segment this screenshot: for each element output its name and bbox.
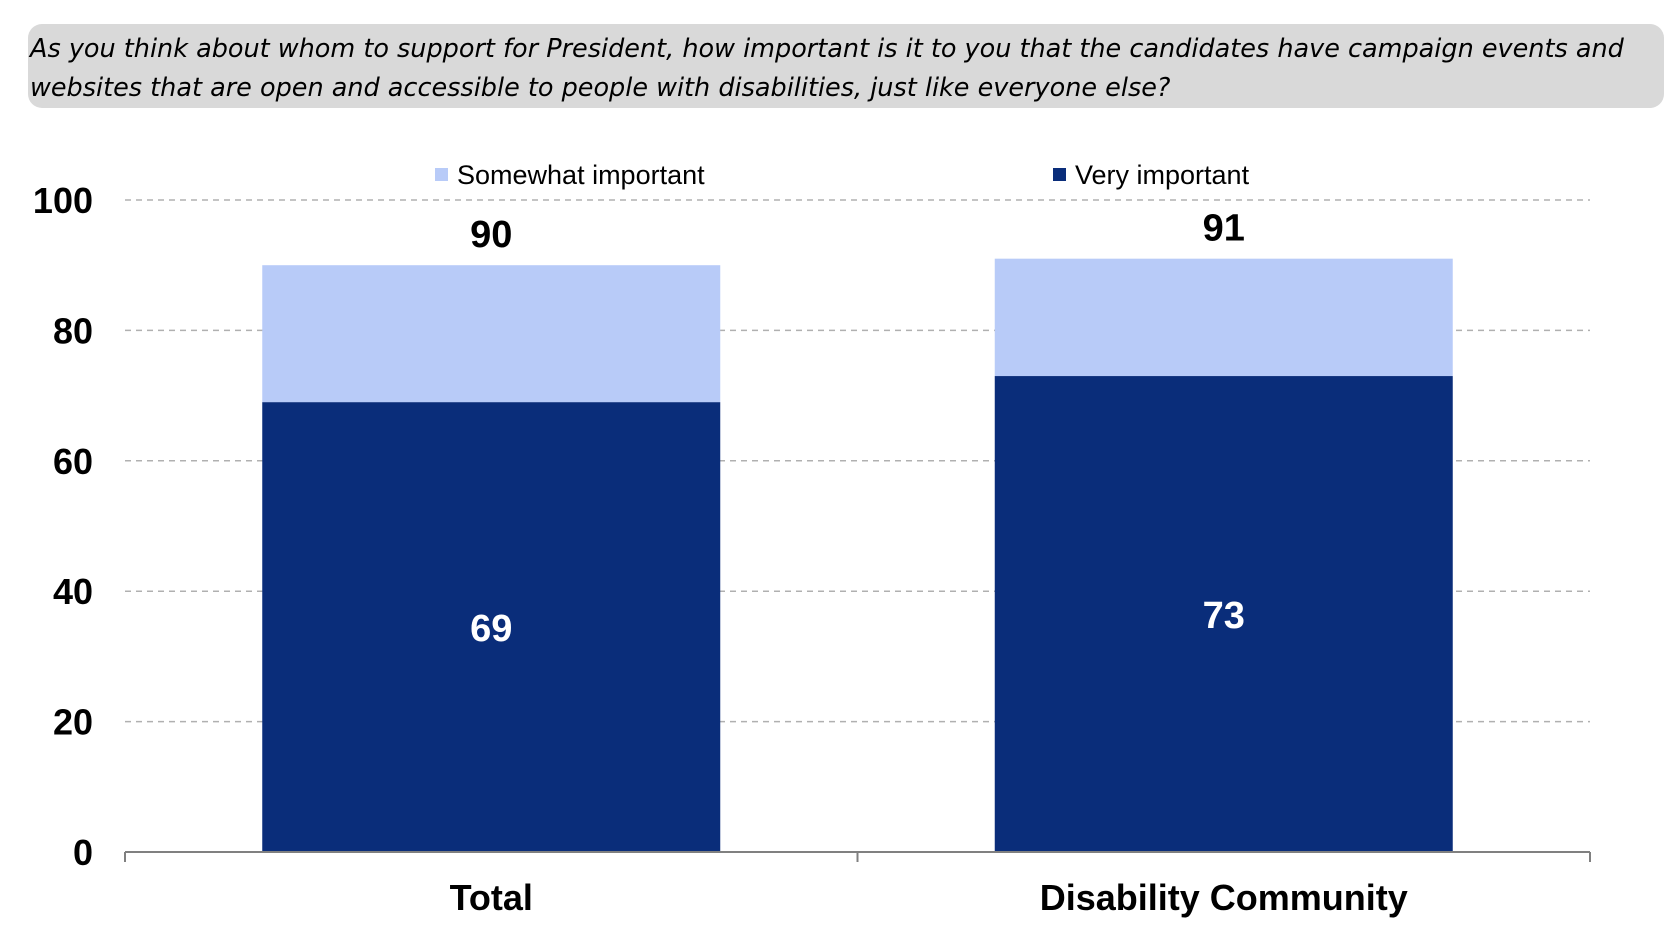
question-box: As you think about whom to support for P… — [28, 24, 1664, 108]
bar-very-important — [994, 376, 1453, 852]
y-tick-label: 0 — [73, 832, 93, 873]
y-tick-label: 100 — [33, 180, 93, 221]
inner-value-label: 69 — [470, 608, 512, 650]
inner-value-label: 73 — [1203, 595, 1245, 637]
legend-swatch — [435, 168, 448, 181]
legend-label: Somewhat important — [457, 160, 705, 190]
y-tick-label: 60 — [53, 441, 93, 482]
y-tick-label: 20 — [53, 702, 93, 743]
y-tick-label: 80 — [53, 310, 93, 351]
bar-somewhat-important — [994, 258, 1453, 377]
bar-somewhat-important — [262, 265, 721, 403]
bar-very-important — [262, 402, 721, 852]
survey-question: As you think about whom to support for P… — [30, 34, 1624, 103]
x-category-label: Disability Community — [1040, 877, 1408, 918]
total-value-label: 90 — [470, 214, 512, 256]
legend-label: Very important — [1075, 160, 1250, 190]
y-tick-label: 40 — [53, 571, 93, 612]
legend-swatch — [1053, 168, 1066, 181]
x-category-label: Total — [450, 877, 533, 918]
total-value-label: 91 — [1203, 208, 1245, 250]
